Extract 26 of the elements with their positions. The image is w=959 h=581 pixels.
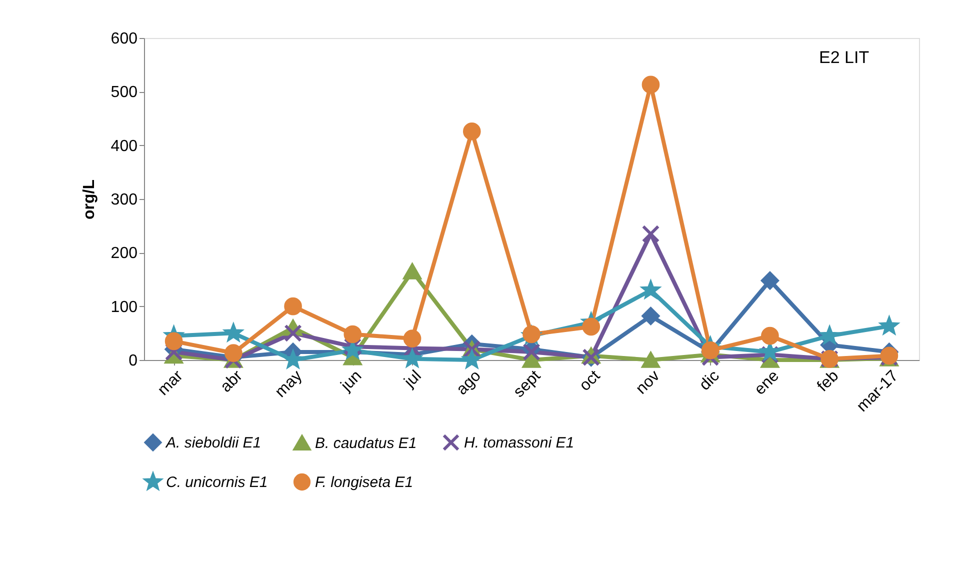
x-tick-label: dic bbox=[696, 368, 723, 394]
x-tick-label: sept bbox=[510, 367, 544, 401]
y-tick-label: 0 bbox=[128, 352, 138, 370]
x-tick-label: abr bbox=[218, 367, 246, 396]
y-tick-label: 400 bbox=[110, 138, 138, 155]
legend-label: F. longiseta E1 bbox=[315, 474, 414, 491]
x-tick-label: mar bbox=[154, 367, 187, 400]
x-tick-label: jun bbox=[337, 368, 366, 396]
y-tick-label: 500 bbox=[110, 84, 138, 102]
x-tick-label: ene bbox=[752, 367, 783, 398]
x-tick-label: nov bbox=[632, 368, 664, 398]
y-tick-label: 100 bbox=[110, 298, 138, 316]
legend-label: C. unicornis E1 bbox=[166, 474, 268, 491]
x-tick-label: feb bbox=[814, 367, 842, 396]
legend-label: A. sieboldii E1 bbox=[165, 434, 262, 452]
text: E2 LIT bbox=[819, 48, 870, 67]
y-tick-label: 200 bbox=[110, 245, 138, 262]
y-tick-label: 300 bbox=[110, 192, 138, 208]
x-tick-label: jul bbox=[400, 368, 425, 392]
x-tick-label: oct bbox=[576, 367, 604, 395]
x-tick-label: may bbox=[272, 368, 306, 401]
y-axis-title: org/L bbox=[80, 179, 98, 220]
y-tick-label: 600 bbox=[110, 30, 138, 48]
x-tick-label: ago bbox=[454, 367, 484, 398]
legend-label: B. caudatus E1 bbox=[315, 434, 417, 452]
legend-label: H. tomassoni E1 bbox=[464, 434, 574, 452]
